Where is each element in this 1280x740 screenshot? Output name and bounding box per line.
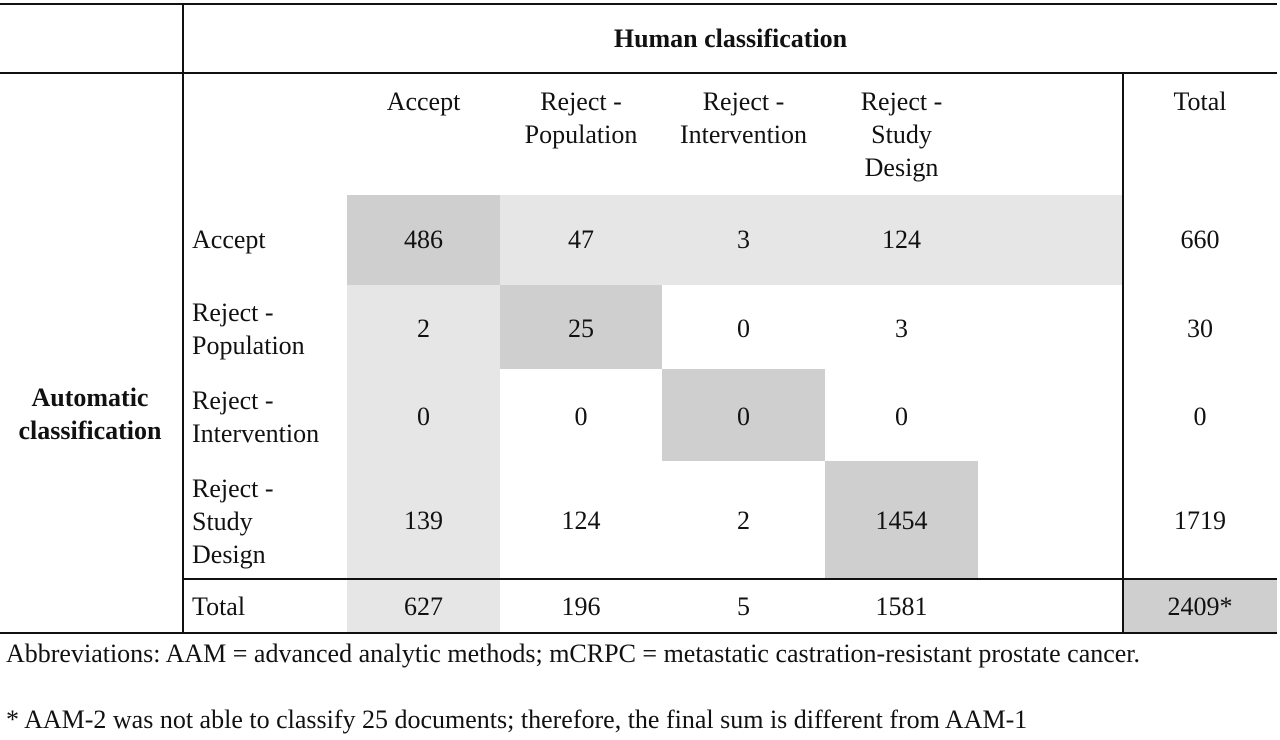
table-cell: 0 — [417, 402, 430, 431]
total-column-divider — [1122, 74, 1124, 634]
row-total: 1719 — [1174, 506, 1226, 535]
table-cell: 0 — [737, 314, 750, 343]
row-total: 0 — [1193, 402, 1207, 431]
footnote: * AAM-2 was not able to classify 25 docu… — [6, 705, 1028, 734]
table-cell: 0 — [574, 402, 588, 431]
row-label-divider — [182, 3, 184, 634]
table-cell: 3 — [737, 225, 750, 254]
grand-total: 2409* — [1167, 592, 1233, 621]
table-cell: 2 — [737, 506, 750, 535]
diag-shade-accept — [347, 195, 500, 285]
column-header-reject-intervention: Reject - Intervention — [679, 87, 808, 149]
accept-column-shade — [347, 285, 500, 580]
diag-shade-study-design — [825, 461, 978, 580]
table-cell: 2 — [417, 314, 430, 343]
row-total: 660 — [1180, 225, 1220, 254]
abbreviations-note: Abbreviations: AAM = advanced analytic m… — [6, 639, 1141, 668]
row-label-reject-population: Reject - Population — [192, 298, 305, 360]
column-header-reject-population: Reject - Population — [524, 87, 638, 149]
table-cell: 124 — [882, 225, 921, 254]
column-total: 196 — [561, 592, 601, 621]
row-total: 30 — [1187, 314, 1213, 343]
human-classification-title: Human classification — [613, 24, 848, 53]
table-cell: 0 — [895, 402, 908, 431]
automatic-classification-label: Automatic classification — [18, 383, 162, 445]
total-row-shade — [347, 580, 500, 632]
column-header-total: Total — [1173, 87, 1227, 116]
row-label-reject-study-design: Reject - Study Design — [192, 474, 274, 569]
table-cell: 25 — [568, 314, 594, 343]
row-label-reject-intervention: Reject - Intervention — [192, 386, 320, 448]
column-header-accept: Accept — [386, 87, 461, 116]
table-cell: 139 — [404, 506, 443, 535]
grand-total-shade — [1123, 580, 1277, 632]
top-rule — [0, 3, 1277, 5]
table-cell: 486 — [404, 225, 443, 254]
total-rule — [182, 578, 1277, 580]
diag-shade-intervention — [662, 369, 825, 461]
row-label-total: Total — [192, 592, 246, 621]
table-cell: 47 — [568, 225, 594, 254]
column-header-reject-study-design: Reject - Study Design — [860, 87, 943, 182]
header-rule — [0, 72, 1277, 74]
diag-shade-population — [500, 285, 662, 369]
table-cell: 124 — [561, 506, 601, 535]
column-total: 5 — [737, 592, 750, 621]
row-label-accept: Accept — [192, 225, 266, 254]
column-total: 627 — [404, 592, 443, 621]
table-cell: 1454 — [875, 506, 928, 535]
bottom-rule — [0, 632, 1277, 634]
column-total: 1581 — [875, 592, 928, 621]
table-cell: 3 — [895, 314, 908, 343]
table-cell: 0 — [737, 402, 750, 431]
